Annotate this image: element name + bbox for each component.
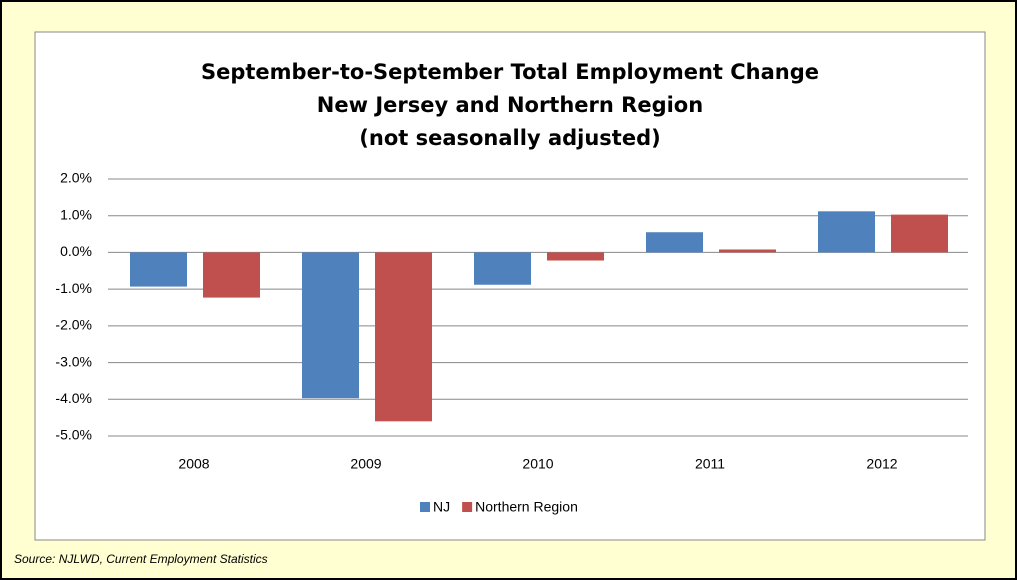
bar (719, 249, 776, 253)
bar (891, 214, 948, 253)
chart-title: New Jersey and Northern Region (317, 93, 703, 117)
bar (474, 252, 531, 285)
legend-label: Northern Region (475, 499, 578, 515)
bar (646, 232, 703, 253)
x-tick-label: 2009 (350, 456, 381, 472)
y-tick-label: -1.0% (55, 280, 92, 296)
bar (547, 252, 604, 261)
y-tick-label: 0.0% (60, 243, 92, 259)
bar (302, 252, 359, 399)
chart-title: (not seasonally adjusted) (359, 126, 660, 150)
legend-swatch (462, 502, 473, 512)
chart-area (34, 31, 986, 541)
source: Source: NJLWD, Current Employment Statis… (14, 552, 268, 566)
y-tick-label: -3.0% (55, 353, 92, 369)
y-tick-label: -2.0% (55, 317, 92, 333)
bar (375, 252, 432, 422)
bar (818, 211, 875, 253)
chart-title: September-to-September Total Employment … (201, 60, 819, 84)
legend-label: NJ (433, 499, 450, 515)
x-tick-label: 2012 (866, 456, 897, 472)
x-tick-label: 2010 (522, 456, 553, 472)
y-tick-label: 2.0% (60, 170, 92, 186)
bar (203, 252, 260, 298)
bar (130, 252, 187, 287)
x-tick-label: 2008 (178, 456, 209, 472)
y-tick-label: -5.0% (55, 427, 92, 443)
y-tick-label: 1.0% (60, 206, 92, 222)
legend-swatch (420, 502, 430, 512)
x-tick-label: 2011 (695, 456, 725, 472)
y-tick-label: -4.0% (55, 390, 92, 406)
